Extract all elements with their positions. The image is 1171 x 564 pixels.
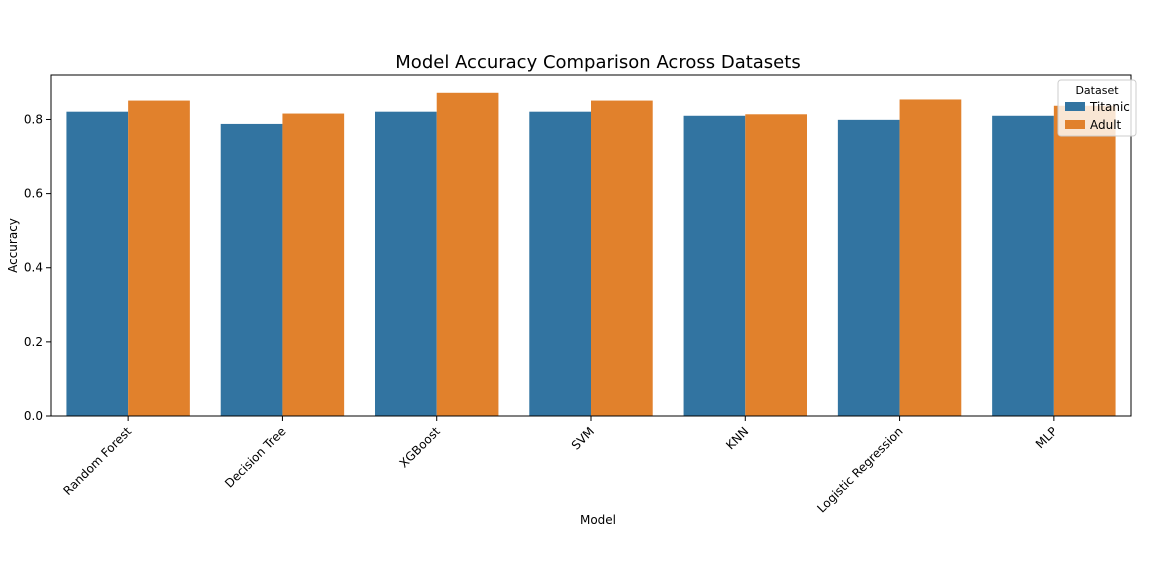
legend-swatch-titanic (1065, 102, 1085, 111)
x-tick-label: Random Forest (60, 424, 134, 498)
bar-adult-2 (436, 92, 499, 416)
bar-adult-5 (899, 99, 962, 416)
bar-adult-0 (128, 100, 190, 416)
legend-title: Dataset (1075, 84, 1119, 97)
y-axis: 0.0 0.2 0.4 0.6 0.8 (24, 112, 51, 423)
bar-titanic-1 (220, 123, 283, 416)
bars-layer (66, 92, 1116, 417)
x-tick-label: KNN (723, 424, 751, 452)
bar-titanic-5 (837, 119, 900, 417)
bar-adult-4 (745, 114, 807, 417)
bar-adult-6 (1053, 105, 1116, 416)
y-tick-label: 0.6 (24, 187, 43, 201)
y-tick-label: 0.8 (24, 112, 43, 126)
x-tick-label: MLP (1033, 424, 1060, 451)
chart-title: Model Accuracy Comparison Across Dataset… (395, 52, 800, 73)
y-tick-label: 0.4 (24, 261, 43, 275)
bar-titanic-6 (992, 115, 1054, 417)
y-tick-label: 0.2 (24, 335, 43, 349)
x-axis: Random Forest Decision Tree XGBoost SVM KNN L… (60, 416, 1060, 516)
legend-swatch-adult (1065, 120, 1085, 129)
bar-adult-3 (591, 100, 653, 416)
bar-titanic-0 (66, 111, 129, 416)
bar-titanic-3 (529, 111, 591, 416)
legend: Dataset Titanic Adult (1057, 79, 1137, 137)
y-axis-label: Accuracy (6, 218, 20, 273)
x-axis-label: Model (580, 513, 616, 527)
y-tick-label: 0.0 (24, 409, 43, 423)
legend-label-titanic: Titanic (1089, 100, 1130, 114)
legend-label-adult: Adult (1090, 118, 1122, 132)
x-tick-label: XGBoost (397, 424, 443, 470)
bar-titanic-2 (375, 111, 437, 416)
bar-titanic-4 (683, 115, 746, 417)
x-tick-label: Logistic Regression (814, 424, 905, 515)
x-tick-label: Decision Tree (222, 424, 288, 490)
bar-adult-1 (282, 113, 345, 417)
x-tick-label: SVM (569, 424, 597, 452)
